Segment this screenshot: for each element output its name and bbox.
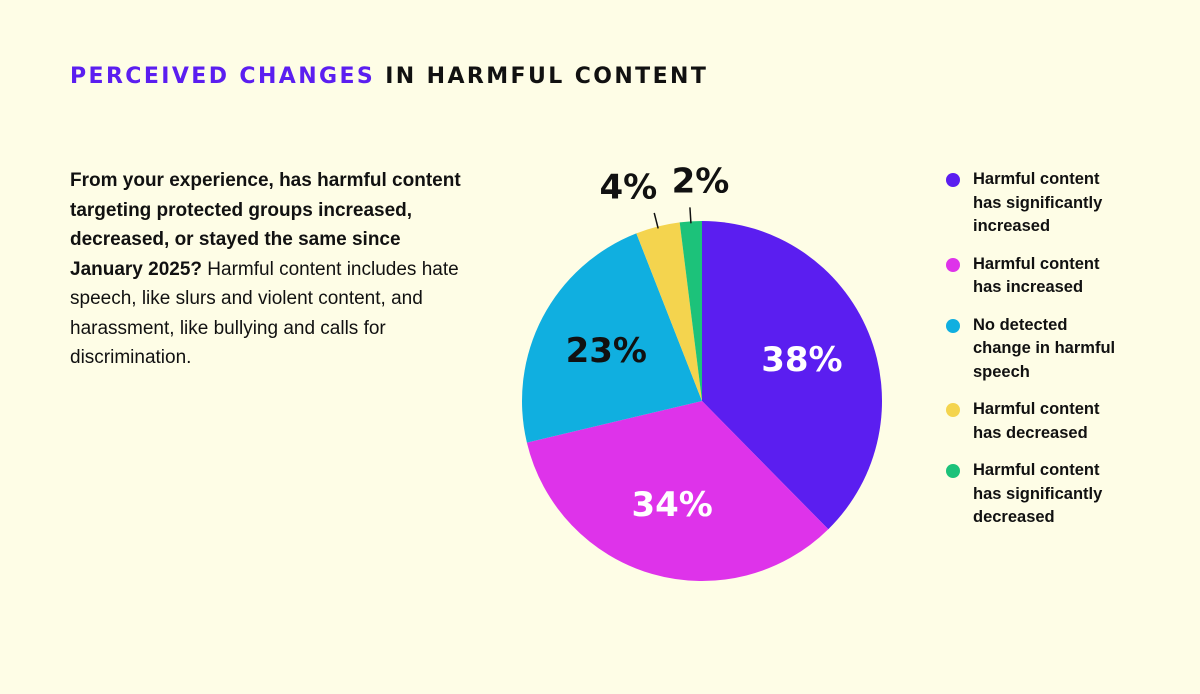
legend-swatch [946,173,960,187]
slice-label-2: 34% [631,485,712,525]
legend-swatch [946,464,960,478]
survey-question: From your experience, has harmful conten… [70,166,470,373]
question-description: Harmful content includes hate speech, li… [70,258,459,369]
legend-label: Harmful content has decreased [973,400,1100,442]
pie-slice-4 [636,222,702,401]
heading-accent: PERCEIVED CHANGES [70,64,376,89]
slice-label-3: 23% [566,331,647,371]
slice-label-4: 4% [599,168,657,208]
legend-swatch [946,257,960,272]
chart-heading: PERCEIVED CHANGES IN HARMFUL CONTENT [70,64,708,89]
legend-item-2: Harmful content has increased [946,253,1186,300]
pie-slice-5 [679,221,702,401]
legend-item-5: Harmful content has significantly decrea… [946,459,1186,530]
leader-line-5 [689,207,692,224]
slice-label-1: 38% [761,340,842,380]
slice-label-5: 2% [672,161,730,201]
pie-slice-3 [522,233,702,443]
chart-legend: Harmful content has significantly increa… [946,168,1186,544]
legend-label: Harmful content has significantly increa… [973,170,1103,235]
legend-label: No detected change in harmful speech [973,315,1116,381]
legend-swatch [946,403,960,417]
legend-label: Harmful content has significantly decrea… [973,461,1103,526]
legend-swatch [946,318,960,333]
heading-rest: IN HARMFUL CONTENT [375,64,709,89]
legend-item-3: No detected change in harmful speech [946,314,1186,385]
pie-slice-1 [702,221,883,530]
question-bold: From your experience, has harmful conten… [70,170,461,280]
legend-item-1: Harmful content has significantly increa… [946,168,1186,239]
pie-slice-2 [526,401,829,581]
leader-line-4 [653,212,659,229]
legend-label: Harmful content has increased [973,254,1100,297]
legend-item-4: Harmful content has decreased [946,398,1186,445]
